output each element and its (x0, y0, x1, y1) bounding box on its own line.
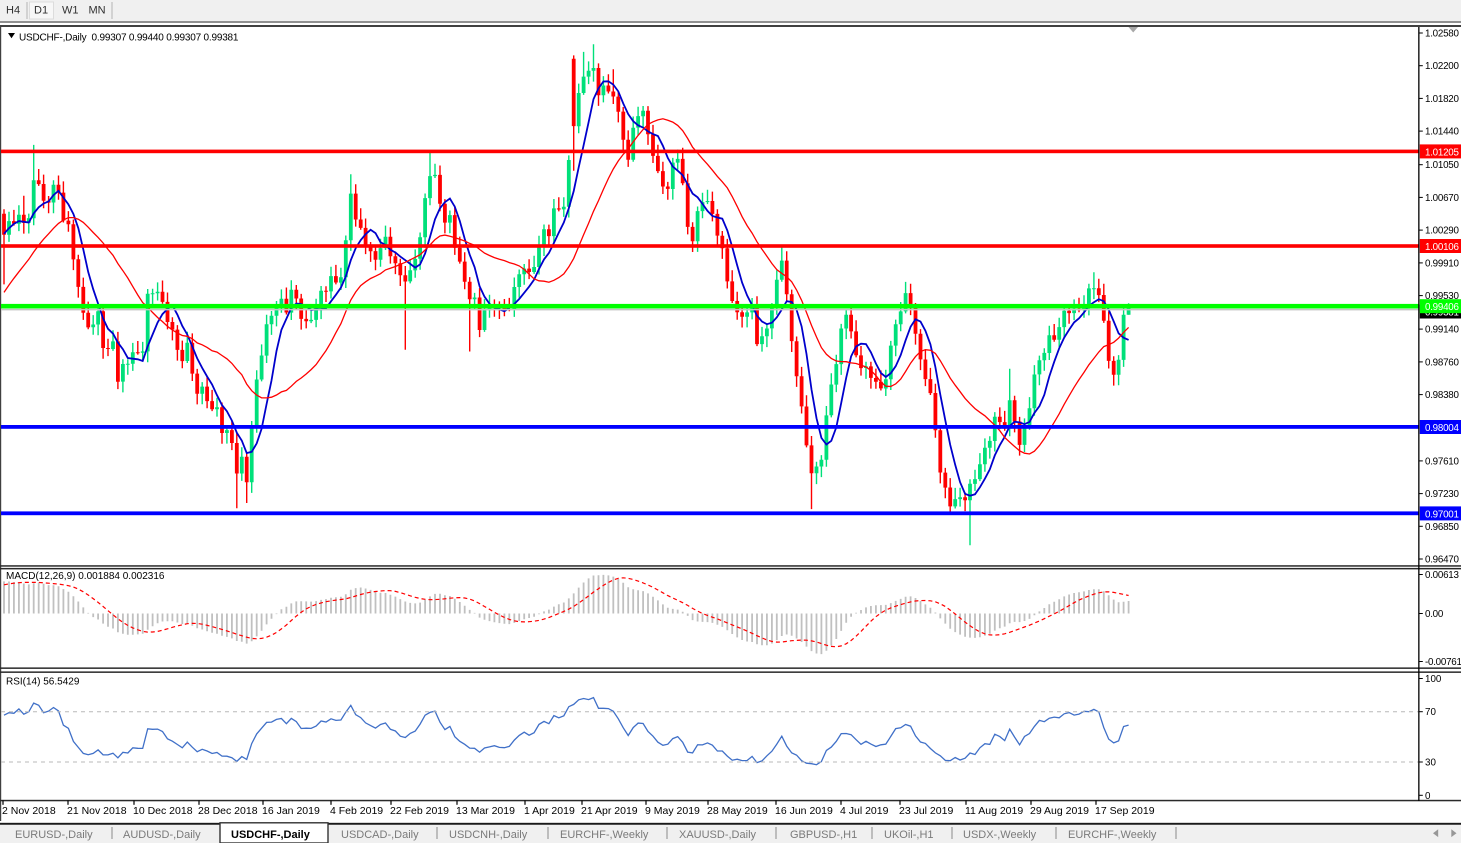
svg-text:0.97610: 0.97610 (1425, 456, 1459, 467)
svg-text:21 Nov 2018: 21 Nov 2018 (67, 805, 127, 817)
svg-text:USDCHF-,Daily: USDCHF-,Daily (231, 829, 311, 841)
svg-text:0.97001: 0.97001 (1425, 509, 1459, 520)
svg-text:0: 0 (1425, 791, 1431, 802)
svg-text:1.01205: 1.01205 (1425, 147, 1459, 158)
svg-text:30: 30 (1425, 758, 1436, 769)
svg-text:MN: MN (89, 5, 106, 17)
svg-text:USDCHF-,Daily 0.99307 0.99440: USDCHF-,Daily 0.99307 0.99440 0.99307 0.… (19, 33, 239, 44)
svg-text:RSI(14) 56.5429: RSI(14) 56.5429 (6, 677, 80, 688)
svg-text:9 May 2019: 9 May 2019 (645, 805, 700, 817)
svg-text:0.99530: 0.99530 (1425, 291, 1459, 302)
svg-text:0.97230: 0.97230 (1425, 489, 1459, 500)
svg-text:-0.007612: -0.007612 (1425, 657, 1461, 668)
svg-text:4 Feb 2019: 4 Feb 2019 (330, 805, 383, 817)
svg-text:23 Jul 2019: 23 Jul 2019 (899, 805, 953, 817)
svg-text:1.00670: 1.00670 (1425, 193, 1459, 204)
svg-text:USDX-,Weekly: USDX-,Weekly (963, 829, 1037, 841)
svg-text:0.99910: 0.99910 (1425, 258, 1459, 269)
svg-text:16 Jan 2019: 16 Jan 2019 (262, 805, 320, 817)
svg-text:D1: D1 (34, 5, 48, 17)
svg-text:1.02580: 1.02580 (1425, 29, 1459, 40)
svg-text:0.00: 0.00 (1425, 609, 1444, 620)
svg-text:100: 100 (1425, 674, 1442, 685)
svg-text:0.99406: 0.99406 (1425, 302, 1459, 313)
svg-text:29 Aug 2019: 29 Aug 2019 (1030, 805, 1089, 817)
svg-text:XAUUSD-,Daily: XAUUSD-,Daily (679, 829, 757, 841)
svg-text:4 Jul 2019: 4 Jul 2019 (840, 805, 889, 817)
svg-text:0.98004: 0.98004 (1425, 423, 1459, 434)
svg-text:EURCHF-,Weekly: EURCHF-,Weekly (1068, 829, 1157, 841)
svg-text:USDCNH-,Daily: USDCNH-,Daily (449, 829, 528, 841)
svg-text:2 Nov 2018: 2 Nov 2018 (2, 805, 56, 817)
svg-text:USDCAD-,Daily: USDCAD-,Daily (341, 829, 419, 841)
svg-text:0.98760: 0.98760 (1425, 357, 1459, 368)
svg-text:10 Dec 2018: 10 Dec 2018 (133, 805, 193, 817)
svg-text:1.00290: 1.00290 (1425, 226, 1459, 237)
svg-text:0.99140: 0.99140 (1425, 325, 1459, 336)
svg-text:AUDUSD-,Daily: AUDUSD-,Daily (123, 829, 201, 841)
svg-text:21 Apr 2019: 21 Apr 2019 (581, 805, 638, 817)
svg-text:17 Sep 2019: 17 Sep 2019 (1095, 805, 1155, 817)
svg-text:EURCHF-,Weekly: EURCHF-,Weekly (560, 829, 649, 841)
svg-text:1.00106: 1.00106 (1425, 242, 1459, 253)
svg-text:1.02200: 1.02200 (1425, 61, 1459, 72)
svg-text:UKOil-,H1: UKOil-,H1 (884, 829, 934, 841)
svg-text:GBPUSD-,H1: GBPUSD-,H1 (790, 829, 857, 841)
svg-text:0.96850: 0.96850 (1425, 522, 1459, 533)
svg-text:W1: W1 (62, 5, 79, 17)
svg-text:0.00613: 0.00613 (1425, 570, 1459, 581)
svg-text:EURUSD-,Daily: EURUSD-,Daily (15, 829, 93, 841)
svg-text:1.01440: 1.01440 (1425, 127, 1459, 138)
svg-text:H4: H4 (6, 5, 20, 17)
svg-text:13 Mar 2019: 13 Mar 2019 (456, 805, 515, 817)
svg-text:MACD(12,26,9) 0.001884 0.00231: MACD(12,26,9) 0.001884 0.002316 (6, 571, 165, 582)
svg-text:1 Apr 2019: 1 Apr 2019 (524, 805, 575, 817)
svg-text:1.01050: 1.01050 (1425, 160, 1459, 171)
svg-text:22 Feb 2019: 22 Feb 2019 (390, 805, 449, 817)
svg-text:16 Jun 2019: 16 Jun 2019 (775, 805, 833, 817)
svg-text:1.01820: 1.01820 (1425, 94, 1459, 105)
svg-text:28 Dec 2018: 28 Dec 2018 (198, 805, 258, 817)
svg-text:0.96470: 0.96470 (1425, 555, 1459, 566)
svg-text:70: 70 (1425, 707, 1436, 718)
svg-text:28 May 2019: 28 May 2019 (707, 805, 768, 817)
svg-text:0.98380: 0.98380 (1425, 390, 1459, 401)
svg-text:11 Aug 2019: 11 Aug 2019 (965, 805, 1023, 817)
